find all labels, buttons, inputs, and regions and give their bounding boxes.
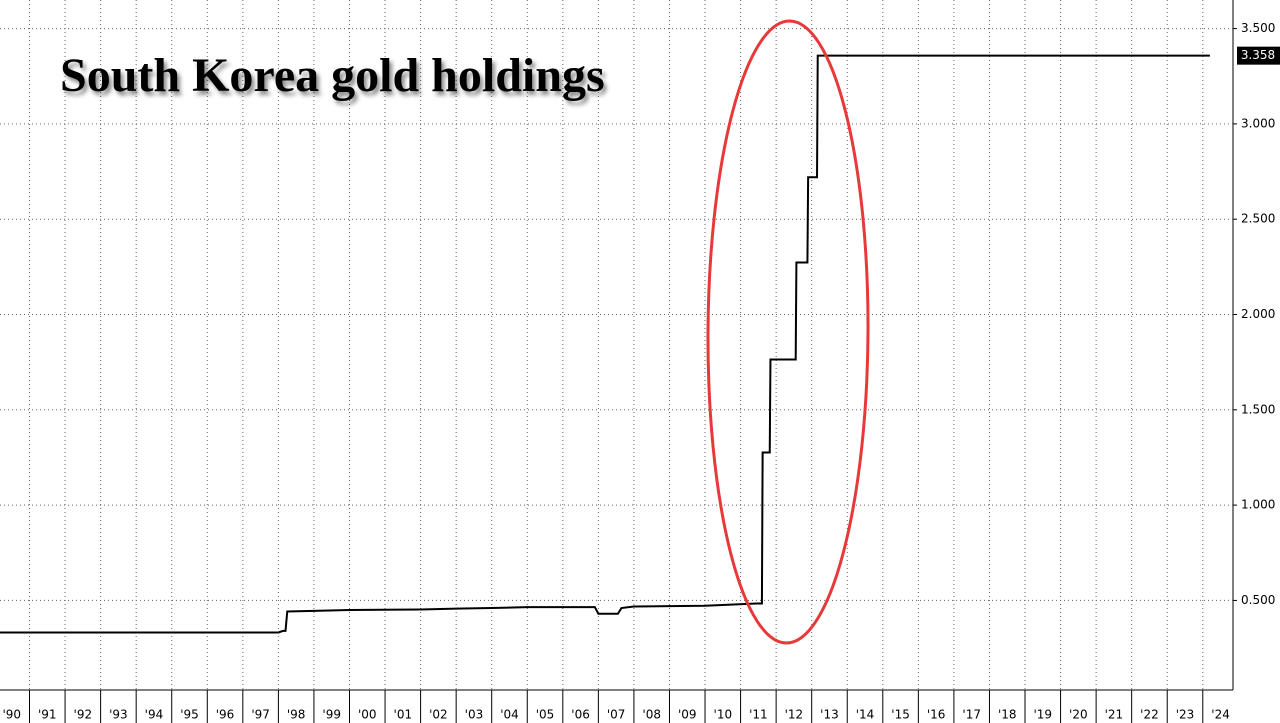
y-tick-label: 0.500: [1241, 593, 1275, 607]
x-tick-label: '23: [1176, 708, 1195, 722]
x-tick-label: '08: [642, 708, 661, 722]
x-tick-label: '16: [927, 708, 946, 722]
x-tick-label: '05: [536, 708, 555, 722]
x-tick-label: '18: [998, 708, 1017, 722]
x-tick-label: '94: [145, 708, 164, 722]
x-tick-label: '95: [180, 708, 199, 722]
x-tick-label: '99: [322, 708, 341, 722]
x-tick-label: '91: [38, 708, 57, 722]
x-tick-label: '17: [962, 708, 981, 722]
x-tick-label: '22: [1140, 708, 1159, 722]
x-tick-label: '24: [1211, 708, 1230, 722]
x-tick-label: '00: [358, 708, 377, 722]
x-tick-label: '98: [287, 708, 306, 722]
y-tick-label: 2.000: [1241, 307, 1275, 321]
x-tick-label: '04: [500, 708, 519, 722]
x-tick-label: '14: [856, 708, 875, 722]
x-tick-label: '19: [1033, 708, 1052, 722]
y-tick-label: 2.500: [1241, 212, 1275, 226]
x-tick-label: '90: [2, 708, 21, 722]
x-tick-label: '12: [785, 708, 804, 722]
chart-title: South Korea gold holdings: [60, 49, 605, 102]
x-tick-label: '02: [429, 708, 448, 722]
x-tick-label: '92: [74, 708, 93, 722]
x-tick-label: '10: [714, 708, 733, 722]
x-tick-label: '20: [1069, 708, 1088, 722]
y-tick-label: 1.000: [1241, 498, 1275, 512]
x-tick-label: '01: [394, 708, 413, 722]
x-tick-label: '06: [571, 708, 590, 722]
x-tick-label: '13: [820, 708, 839, 722]
x-tick-label: '09: [678, 708, 697, 722]
x-tick-label: '21: [1105, 708, 1124, 722]
x-tick-label: '03: [465, 708, 484, 722]
x-tick-label: '97: [251, 708, 270, 722]
y-tick-label: 3.500: [1241, 21, 1275, 35]
x-tick-label: '07: [607, 708, 626, 722]
highlight-ellipse: [706, 19, 870, 645]
last-value-label: 3.358: [1241, 48, 1275, 62]
x-tick-label: '15: [891, 708, 910, 722]
x-tick-label: '96: [216, 708, 235, 722]
x-tick-label: '11: [749, 708, 768, 722]
data-line: [0, 54, 1210, 634]
x-tick-label: '93: [109, 708, 128, 722]
last-value-box: [1237, 46, 1280, 65]
y-tick-label: 3.000: [1241, 116, 1275, 130]
y-tick-label: 1.500: [1241, 402, 1275, 416]
